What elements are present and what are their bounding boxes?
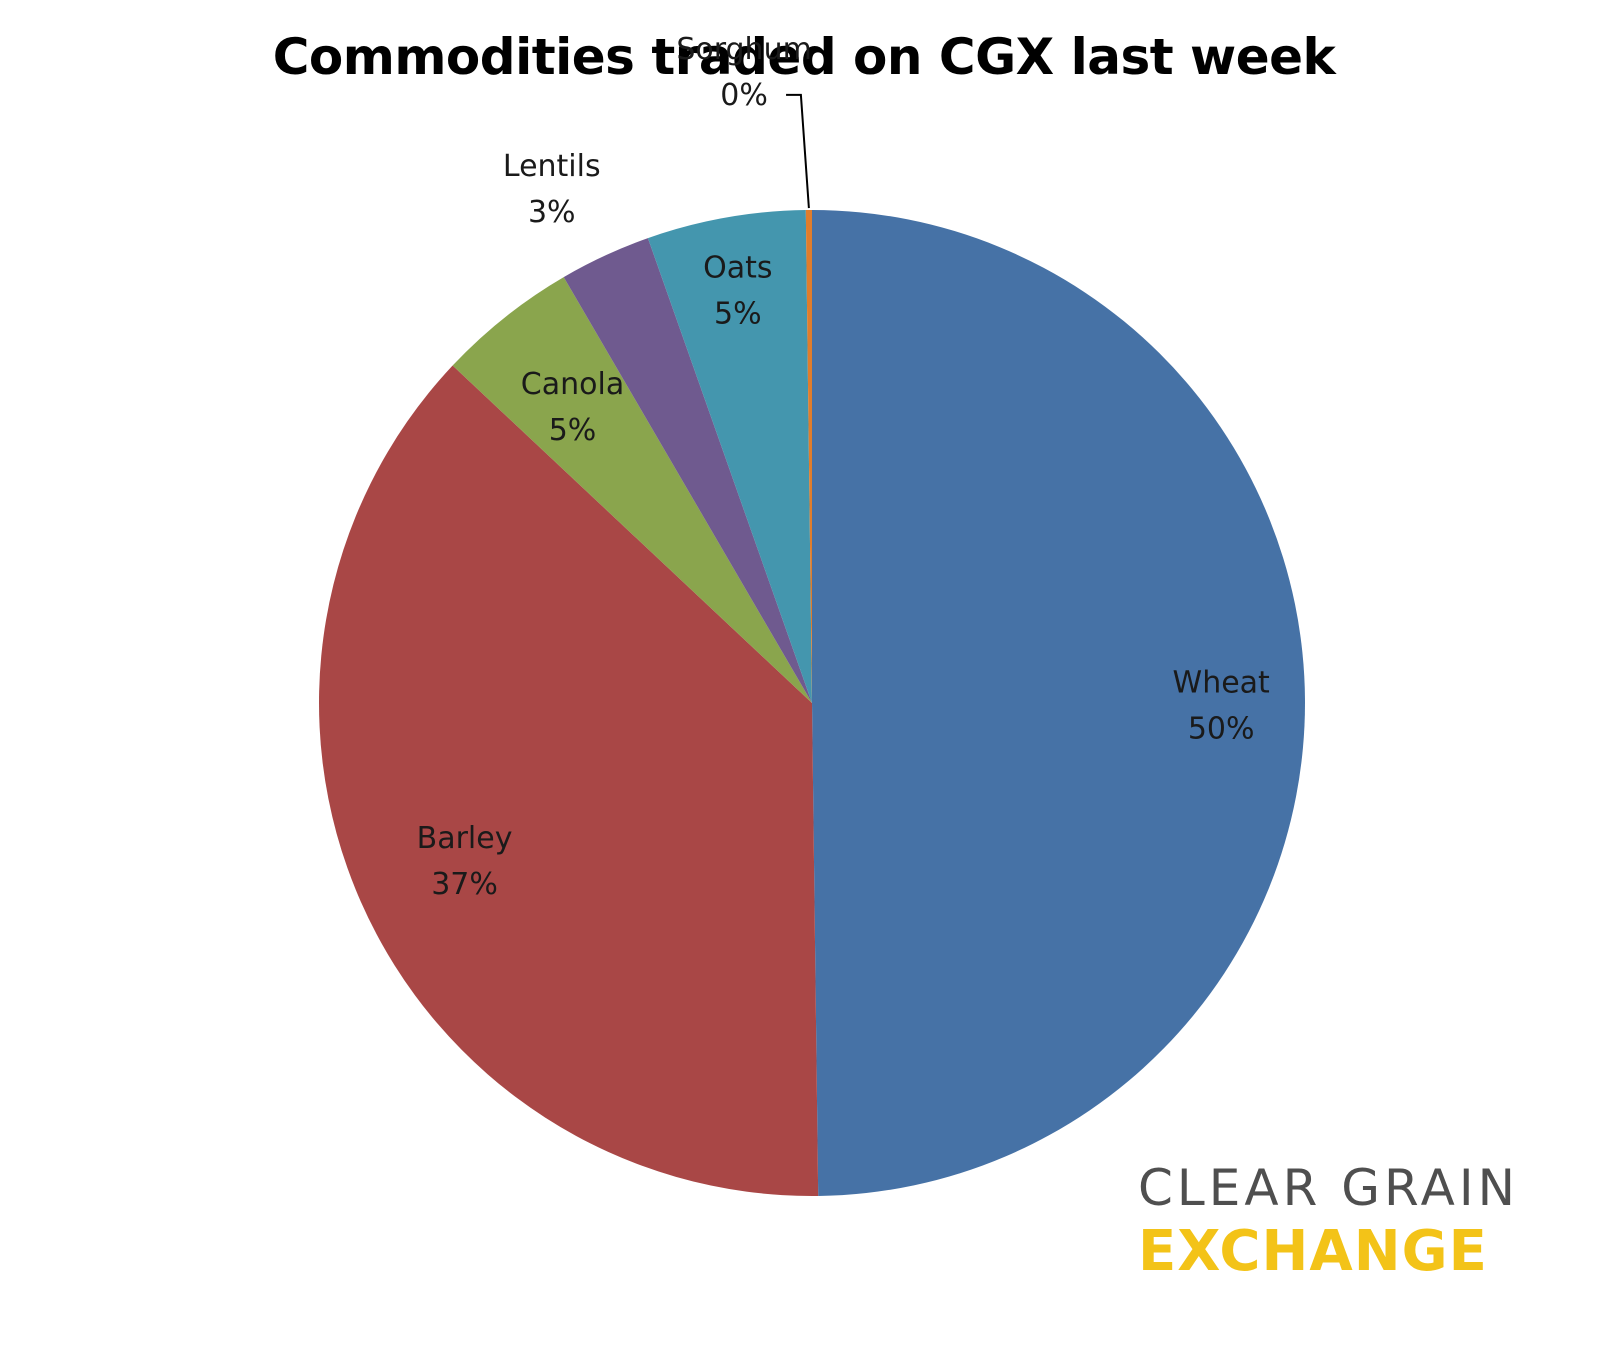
logo-line-2: EXCHANGE [1138, 1222, 1518, 1282]
slice-percent-lentils: 3% [528, 195, 576, 230]
slice-label-lentils: Lentils [503, 149, 601, 184]
pie-slice-oats [647, 210, 812, 703]
slice-label-wheat: Wheat [1173, 665, 1271, 700]
pie-slices [319, 210, 1305, 1196]
slice-percent-barley: 37% [431, 867, 498, 902]
logo-line-1: CLEAR GRAIN [1138, 1159, 1520, 1217]
slice-label-canola: Canola [521, 367, 624, 402]
slice-percent-oats: 5% [714, 297, 762, 332]
leader-line-sorghum [786, 93, 810, 209]
slice-labels: Wheat 50% Barley 37% Canola 5% Lentils 3% Oats 5%… [417, 32, 1270, 902]
pie-slice-sorghum [805, 210, 812, 703]
slice-percent-wheat: 50% [1188, 711, 1255, 746]
clear-grain-exchange-logo: CLEAR GRAIN EXCHANGE [1138, 1160, 1518, 1282]
pie-slice-barley [319, 365, 819, 1196]
slice-label-sorghum: Sorghum [676, 32, 812, 67]
pie-slice-wheat [812, 210, 1305, 1196]
slice-percent-canola: 5% [549, 413, 597, 448]
slice-percent-sorghum: 0% [720, 78, 768, 113]
leader-lines [786, 93, 810, 209]
pie-slice-canola [452, 277, 812, 703]
pie-slice-lentils [563, 238, 812, 704]
slice-label-oats: Oats [703, 251, 772, 286]
chart-title: Commodities traded on CGX last week [272, 28, 1336, 86]
slice-label-barley: Barley [417, 821, 513, 856]
